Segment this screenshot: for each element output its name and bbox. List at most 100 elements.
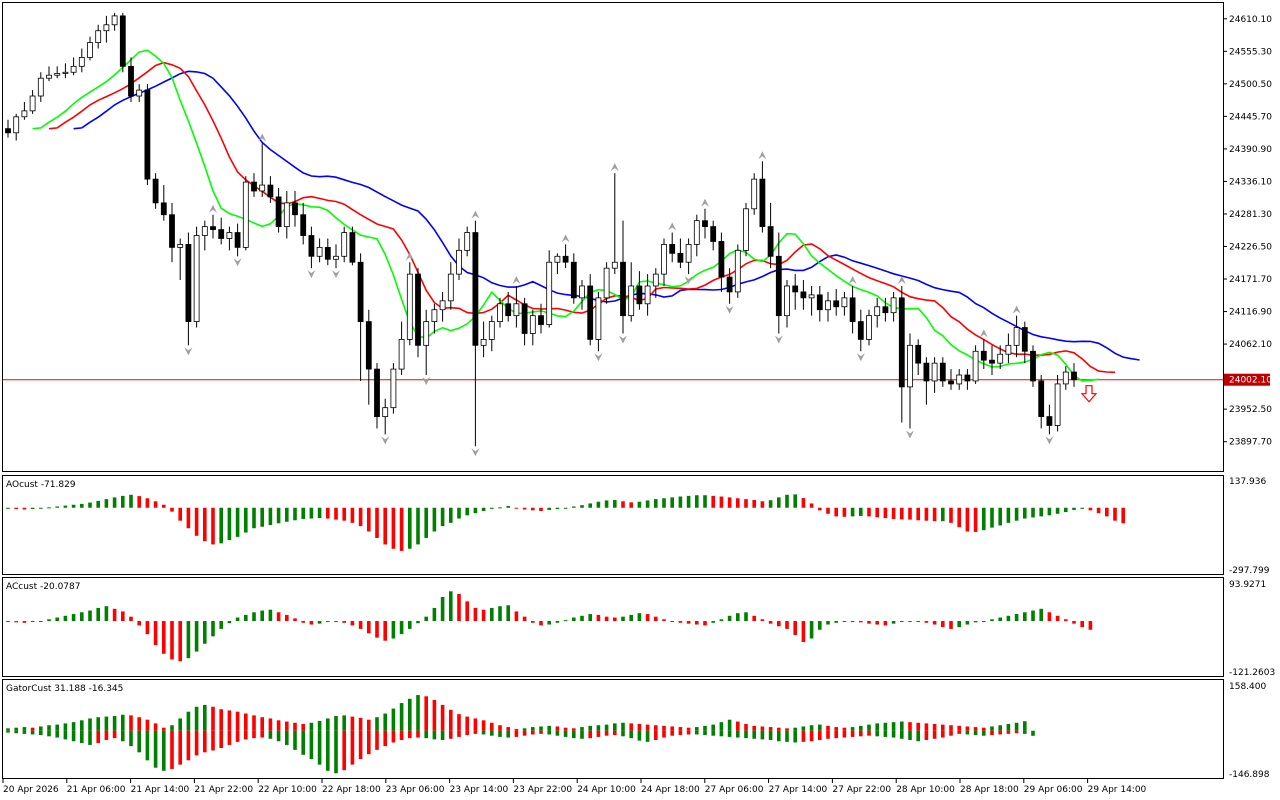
gator-lower-bar <box>465 730 469 736</box>
histogram-bar <box>834 507 838 517</box>
gator-upper-bar <box>973 727 978 731</box>
histogram-bar <box>686 495 691 508</box>
gator-lower-bar <box>145 730 150 761</box>
gator-lower-bar <box>498 730 502 737</box>
gator-lower-bar <box>777 730 781 742</box>
gator-lower-bar <box>186 730 191 761</box>
histogram-bar <box>1014 507 1019 521</box>
gator-upper-bar <box>637 723 642 731</box>
gator-lower-bar <box>211 730 215 751</box>
gator-upper-bar <box>621 722 625 731</box>
gator-upper-bar <box>473 718 478 731</box>
histogram-bar <box>645 614 650 622</box>
fractal-up-icon <box>668 222 677 231</box>
gator-upper-bar <box>153 723 158 731</box>
gator-lower-bar <box>850 730 855 737</box>
candle-body <box>472 232 479 346</box>
candle-body <box>620 261 626 317</box>
gator-lower-bar <box>55 730 59 738</box>
ao-panel-frame <box>2 475 1224 575</box>
candle-body <box>480 339 487 346</box>
price-tick-label: 24610.10 <box>1229 15 1272 25</box>
gator-lower-bar <box>367 730 371 755</box>
gator-upper-bar <box>736 721 740 731</box>
gator-upper-bar <box>457 714 461 731</box>
fractal-up-icon <box>471 210 480 219</box>
candle-body <box>1038 380 1045 417</box>
histogram-bar <box>900 621 904 623</box>
gator-lower-bar <box>596 730 601 737</box>
histogram-bar <box>129 616 133 622</box>
histogram-bar <box>153 501 158 508</box>
histogram-bar <box>203 621 207 644</box>
gator-lower-bar <box>449 730 453 739</box>
candle-body <box>808 294 815 299</box>
candle-body <box>546 261 553 325</box>
gator-lower-bar <box>711 730 715 736</box>
candle-body <box>464 232 471 251</box>
histogram-bar <box>137 496 141 508</box>
gator-upper-bar <box>498 725 502 731</box>
gator-upper-bar <box>252 715 256 731</box>
gator-lower-bar <box>137 730 141 753</box>
histogram-bar <box>334 507 338 520</box>
gator-lower-bar <box>703 730 707 736</box>
gator-histogram <box>6 695 1035 774</box>
current-price-badge <box>1224 373 1270 386</box>
gator-upper-bar <box>260 717 264 731</box>
histogram-bar <box>22 621 27 623</box>
histogram-bar <box>490 607 494 622</box>
gator-upper-bar <box>547 725 551 731</box>
gator-lower-bar <box>736 730 740 738</box>
candle-body <box>562 255 569 263</box>
candle-body <box>95 30 102 43</box>
gator-upper-bar <box>719 722 724 731</box>
price-tick-label: 24281.30 <box>1229 210 1272 220</box>
histogram-bar <box>63 505 68 508</box>
histogram-bar <box>211 507 215 545</box>
candle-body <box>210 226 216 230</box>
gator-upper-bar <box>39 726 43 731</box>
histogram-bar <box>949 507 953 523</box>
candle-body <box>825 300 831 311</box>
gator-upper-bar <box>572 728 576 731</box>
gator-axis-top: 158.400 <box>1229 682 1266 692</box>
candle-body <box>816 294 823 311</box>
gator-upper-bar <box>801 726 806 731</box>
histogram-bar <box>293 507 297 521</box>
histogram-bar <box>186 507 191 529</box>
gator-upper-bar <box>875 723 879 731</box>
histogram-bar <box>809 503 814 508</box>
histogram-bar <box>916 621 920 623</box>
histogram-bar <box>276 612 281 622</box>
histogram-bar <box>637 501 642 508</box>
candle-body <box>488 321 495 340</box>
histogram-bar <box>982 621 986 623</box>
histogram-bar <box>580 505 584 508</box>
gator-upper-bar <box>211 706 215 731</box>
gator-lower-bar <box>39 730 43 736</box>
gator-lower-bar <box>506 730 510 738</box>
histogram-bar <box>162 621 166 654</box>
gator-lower-bar <box>949 730 953 736</box>
histogram-bar <box>654 499 658 508</box>
histogram-bar <box>924 621 929 623</box>
histogram-bar <box>670 497 674 508</box>
histogram-bar <box>801 621 806 642</box>
fractal-up-icon <box>897 275 906 284</box>
time-tick-label: 22 Apr 10:00 <box>258 785 317 795</box>
histogram-bar <box>686 621 691 624</box>
histogram-bar <box>859 621 863 623</box>
histogram-bar <box>1088 507 1093 511</box>
histogram-bar <box>293 618 297 622</box>
histogram-bar <box>785 494 789 508</box>
gator-lower-bar <box>276 730 281 742</box>
histogram-bar <box>449 591 453 622</box>
histogram-bar <box>211 621 215 637</box>
gator-upper-bar <box>580 727 584 731</box>
histogram-bar <box>621 501 625 508</box>
histogram-bar <box>826 507 830 514</box>
gator-upper-bar <box>112 715 117 731</box>
histogram-bar <box>235 507 240 537</box>
